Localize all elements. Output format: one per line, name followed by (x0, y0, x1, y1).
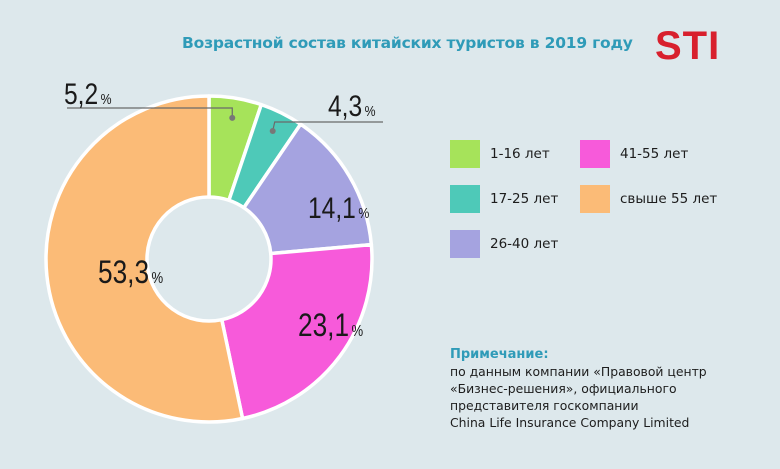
source-note: Примечание: по данным компании «Правовой… (450, 346, 707, 431)
value-unit: % (365, 103, 376, 119)
note-line: «Бизнес-решения», официального (450, 381, 677, 396)
leader-line-17-25 (272, 121, 383, 132)
legend-label: 41-55 лет (620, 146, 689, 162)
slice-55-plus (44, 94, 245, 424)
legend-label: свыше 55 лет (620, 191, 718, 207)
legend-item-26-40: 26-40 лет (450, 230, 558, 258)
legend-label: 26-40 лет (490, 236, 559, 252)
sti-logo: STI (655, 24, 721, 68)
value-number: 23,1 (298, 309, 349, 344)
legend-swatch (580, 140, 610, 168)
value-label-26-40: 14,1% (308, 191, 369, 225)
legend-swatch (450, 230, 480, 258)
legend-item-41-55: 41-55 лет (580, 140, 688, 168)
note-title: Примечание: (450, 347, 549, 362)
donut-chart: 5,2% 4,3 %14,1 %23,1 %53,3% (44, 77, 383, 424)
value-unit: % (152, 270, 164, 287)
slice-26-40 (242, 122, 374, 256)
value-unit: % (352, 323, 364, 340)
leader-line-1-16 (67, 107, 233, 118)
legend-swatch (450, 140, 480, 168)
value-number: 14,1 (308, 191, 356, 225)
leader-dot-1-16 (229, 114, 236, 121)
value-label-55-plus: 53,3% (98, 256, 163, 291)
legend-label: 17-25 лет (490, 191, 559, 207)
legend-item-17-25: 17-25 лет (450, 185, 558, 213)
value-unit: % (358, 205, 369, 221)
value-label-41-55: 23,1% (298, 309, 363, 344)
value-number: 5,2 (64, 77, 98, 111)
value-label-1-16: 5,2% (64, 77, 112, 111)
note-line: по данным компании «Правовой центр (450, 364, 707, 379)
note-line: China Life Insurance Company Limited (450, 415, 690, 430)
leader-dot-17-25 (269, 127, 276, 134)
legend-item-55-plus: свыше 55 лет (580, 185, 717, 213)
legend-item-1-16: 1-16 лет (450, 140, 550, 168)
value-number: 4,3 (328, 89, 362, 123)
chart-title: Возрастной состав китайских туристов в 2… (182, 34, 633, 52)
legend-swatch (580, 185, 610, 213)
note-line: представителя госкомпании (450, 398, 639, 413)
slice-41-55 (220, 242, 374, 421)
value-unit: % (101, 91, 112, 107)
value-number: 53,3 (98, 256, 149, 291)
legend-label: 1-16 лет (490, 146, 550, 162)
value-label-17-25: 4,3% (328, 89, 376, 123)
legend-swatch (450, 185, 480, 213)
